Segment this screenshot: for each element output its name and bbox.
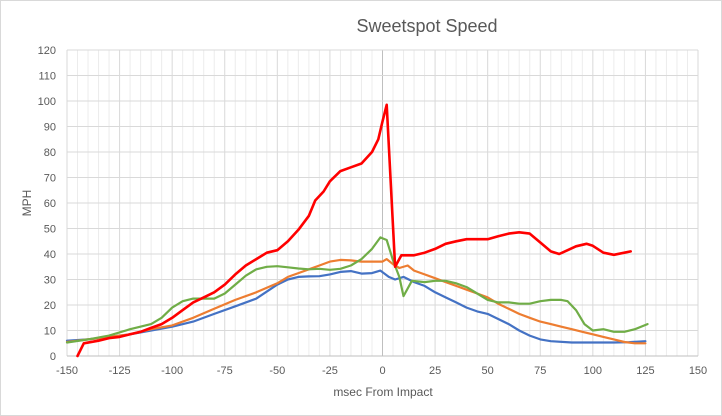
y-tick-label: 40 [44,249,56,261]
series-line-orange [65,258,647,345]
x-tick-label: -50 [269,365,285,377]
x-tick-label: -25 [322,365,338,377]
chart-title: Sweetspot Speed [356,16,497,36]
x-tick-label: 75 [534,365,546,377]
y-tick-label: 70 [44,173,56,185]
x-tick-label: -75 [217,365,233,377]
series-line-blue [65,269,647,344]
major-gridlines [66,49,699,357]
y-tick-label: 20 [44,300,56,312]
y-tick-label: 30 [44,275,56,287]
y-tick-label: 100 [38,96,56,108]
y-tick-label: 90 [44,122,56,134]
x-axis-title: msec From Impact [333,385,433,399]
y-tick-label: 120 [38,45,56,57]
y-tick-label: 10 [44,326,56,338]
series-lines [65,103,649,358]
x-axis-tick-labels: -150 -125 -100 -75 -50 -25 0 25 50 75 100 125 150 [56,365,707,377]
y-axis-tick-labels: 0 10 20 30 40 50 60 70 80 90 100 110 120 [38,45,56,363]
x-tick-label: 0 [379,365,385,377]
y-tick-label: 50 [44,224,56,236]
y-tick-label: 110 [38,71,56,83]
y-axis-title: MPH [20,190,34,217]
x-tick-label: -150 [56,365,78,377]
x-tick-label: 125 [636,365,654,377]
y-tick-label: 0 [50,351,56,363]
y-tick-label: 60 [44,198,56,210]
x-tick-label: -100 [161,365,183,377]
series-line-red [76,103,632,358]
x-tick-label: 50 [482,365,494,377]
y-tick-label: 80 [44,147,56,159]
x-tick-label: -125 [109,365,131,377]
x-tick-label: 150 [689,365,707,377]
x-tick-label: 25 [429,365,441,377]
x-tick-label: 100 [584,365,602,377]
